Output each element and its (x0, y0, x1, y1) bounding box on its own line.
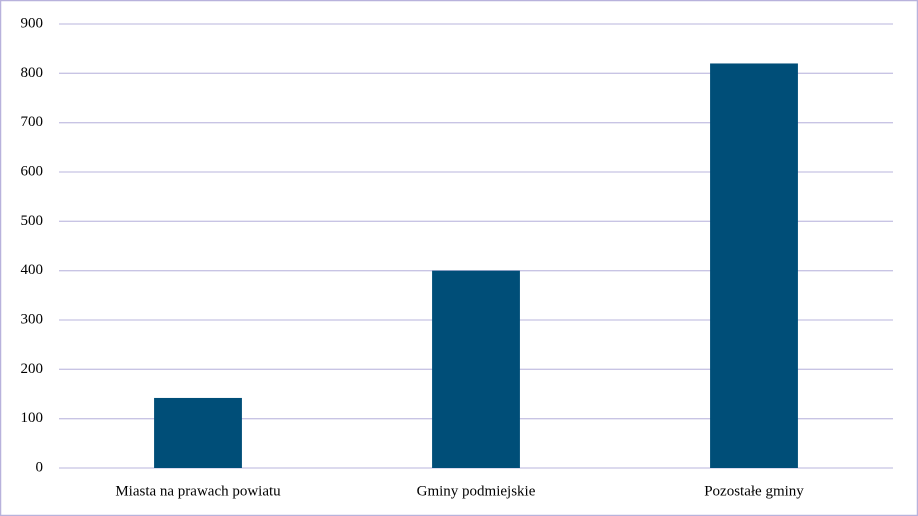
x-tick-label: Pozostałe gminy (704, 483, 804, 499)
y-tick-label: 0 (36, 459, 44, 475)
bar (154, 397, 242, 468)
x-tick-label: Gminy podmiejskie (417, 483, 536, 499)
y-tick-label: 900 (21, 15, 44, 31)
bar (710, 63, 798, 468)
y-tick-label: 100 (21, 410, 44, 426)
y-tick-label: 700 (21, 114, 44, 130)
y-tick-label: 200 (21, 361, 44, 377)
y-tick-label: 500 (21, 213, 44, 229)
y-tick-label: 300 (21, 311, 44, 327)
x-tick-label: Miasta na prawach powiatu (115, 483, 281, 499)
y-tick-label: 400 (21, 262, 44, 278)
y-tick-label: 800 (21, 65, 44, 81)
bar (432, 270, 520, 468)
y-tick-label: 600 (21, 163, 44, 179)
